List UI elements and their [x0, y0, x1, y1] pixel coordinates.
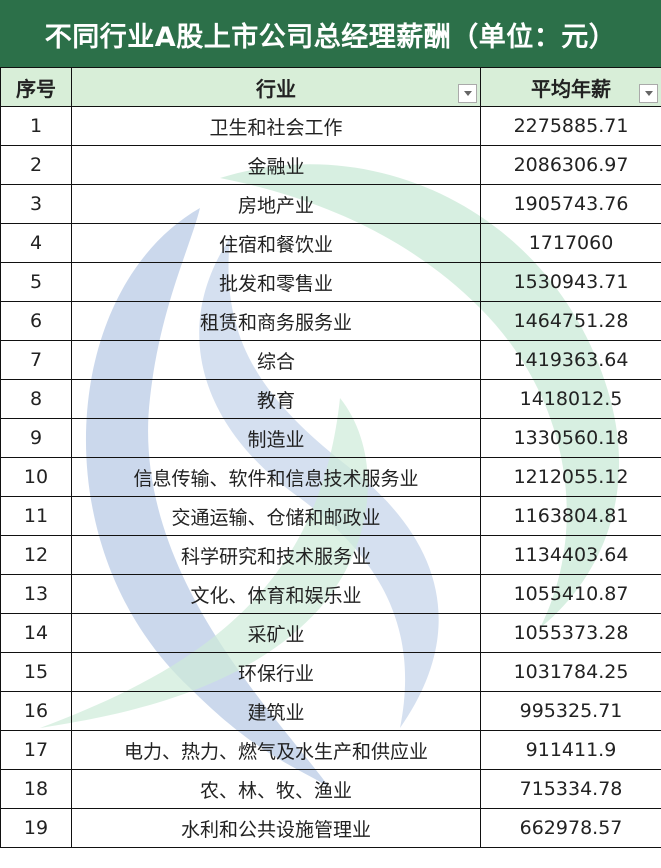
- table-row: 3 房地产业 1905743.76: [0, 184, 661, 224]
- cell-salary: 1163804.81: [480, 496, 661, 536]
- table-row: 8 教育 1418012.5: [0, 379, 661, 419]
- cell-index: 9: [0, 418, 72, 458]
- cell-industry: 卫生和社会工作: [71, 106, 481, 146]
- table-row: 2 金融业 2086306.97: [0, 145, 661, 185]
- cell-salary: 1419363.64: [480, 340, 661, 380]
- cell-salary: 1530943.71: [480, 262, 661, 302]
- table-row: 14 采矿业 1055373.28: [0, 613, 661, 653]
- table-row: 7 综合 1419363.64: [0, 340, 661, 380]
- cell-industry: 租赁和商务服务业: [71, 301, 481, 341]
- filter-dropdown-icon[interactable]: [458, 84, 477, 103]
- table-row: 17 电力、热力、燃气及水生产和供应业 911411.9: [0, 730, 661, 770]
- table-row: 4 住宿和餐饮业 1717060: [0, 223, 661, 263]
- table-row: 6 租赁和商务服务业 1464751.28: [0, 301, 661, 341]
- cell-salary: 995325.71: [480, 691, 661, 731]
- cell-industry: 金融业: [71, 145, 481, 185]
- header-index: 序号: [0, 67, 72, 107]
- cell-industry: 住宿和餐饮业: [71, 223, 481, 263]
- cell-salary: 2086306.97: [480, 145, 661, 185]
- table-row: 5 批发和零售业 1530943.71: [0, 262, 661, 302]
- cell-industry: 房地产业: [71, 184, 481, 224]
- cell-salary: 1134403.64: [480, 535, 661, 575]
- cell-industry: 批发和零售业: [71, 262, 481, 302]
- cell-index: 15: [0, 652, 72, 692]
- table-row: 11 交通运输、仓储和邮政业 1163804.81: [0, 496, 661, 536]
- cell-industry: 制造业: [71, 418, 481, 458]
- cell-index: 17: [0, 730, 72, 770]
- table-row: 13 文化、体育和娱乐业 1055410.87: [0, 574, 661, 614]
- salary-table: 序号 行业 平均年薪 1 卫生和社会工作 2275885.71 2 金融业 2086306…: [0, 67, 661, 848]
- cell-index: 16: [0, 691, 72, 731]
- cell-salary: 1055410.87: [480, 574, 661, 614]
- cell-index: 3: [0, 184, 72, 224]
- cell-index: 13: [0, 574, 72, 614]
- cell-salary: 715334.78: [480, 769, 661, 809]
- cell-industry: 建筑业: [71, 691, 481, 731]
- table-row: 10 信息传输、软件和信息技术服务业 1212055.12: [0, 457, 661, 497]
- cell-industry: 水利和公共设施管理业: [71, 808, 481, 848]
- table-title: 不同行业A股上市公司总经理薪酬（单位：元）: [0, 0, 661, 68]
- cell-index: 18: [0, 769, 72, 809]
- cell-index: 14: [0, 613, 72, 653]
- header-salary-label: 平均年薪: [531, 76, 611, 101]
- cell-index: 8: [0, 379, 72, 419]
- table-row: 12 科学研究和技术服务业 1134403.64: [0, 535, 661, 575]
- cell-salary: 1464751.28: [480, 301, 661, 341]
- cell-salary: 1717060: [480, 223, 661, 263]
- filter-dropdown-icon[interactable]: [639, 84, 658, 103]
- cell-index: 10: [0, 457, 72, 497]
- header-industry: 行业: [71, 67, 481, 107]
- table-row: 15 环保行业 1031784.25: [0, 652, 661, 692]
- cell-industry: 采矿业: [71, 613, 481, 653]
- cell-industry: 教育: [71, 379, 481, 419]
- cell-salary: 2275885.71: [480, 106, 661, 146]
- table-row: 9 制造业 1330560.18: [0, 418, 661, 458]
- cell-index: 7: [0, 340, 72, 380]
- cell-index: 5: [0, 262, 72, 302]
- cell-index: 4: [0, 223, 72, 263]
- cell-industry: 农、林、牧、渔业: [71, 769, 481, 809]
- table-row: 16 建筑业 995325.71: [0, 691, 661, 731]
- cell-salary: 1330560.18: [480, 418, 661, 458]
- cell-salary: 1031784.25: [480, 652, 661, 692]
- cell-salary: 1212055.12: [480, 457, 661, 497]
- cell-industry: 科学研究和技术服务业: [71, 535, 481, 575]
- cell-salary: 1905743.76: [480, 184, 661, 224]
- cell-industry: 文化、体育和娱乐业: [71, 574, 481, 614]
- cell-industry: 环保行业: [71, 652, 481, 692]
- cell-index: 1: [0, 106, 72, 146]
- cell-salary: 1055373.28: [480, 613, 661, 653]
- cell-industry: 综合: [71, 340, 481, 380]
- table-row: 1 卫生和社会工作 2275885.71: [0, 106, 661, 146]
- cell-salary: 662978.57: [480, 808, 661, 848]
- cell-index: 12: [0, 535, 72, 575]
- cell-industry: 电力、热力、燃气及水生产和供应业: [71, 730, 481, 770]
- header-industry-label: 行业: [256, 76, 296, 101]
- table-row: 18 农、林、牧、渔业 715334.78: [0, 769, 661, 809]
- cell-index: 6: [0, 301, 72, 341]
- cell-index: 11: [0, 496, 72, 536]
- header-salary: 平均年薪: [480, 67, 661, 107]
- cell-industry: 信息传输、软件和信息技术服务业: [71, 457, 481, 497]
- table-row: 19 水利和公共设施管理业 662978.57: [0, 808, 661, 848]
- cell-industry: 交通运输、仓储和邮政业: [71, 496, 481, 536]
- cell-salary: 911411.9: [480, 730, 661, 770]
- header-row: 序号 行业 平均年薪: [0, 67, 661, 107]
- cell-salary: 1418012.5: [480, 379, 661, 419]
- cell-index: 19: [0, 808, 72, 848]
- cell-index: 2: [0, 145, 72, 185]
